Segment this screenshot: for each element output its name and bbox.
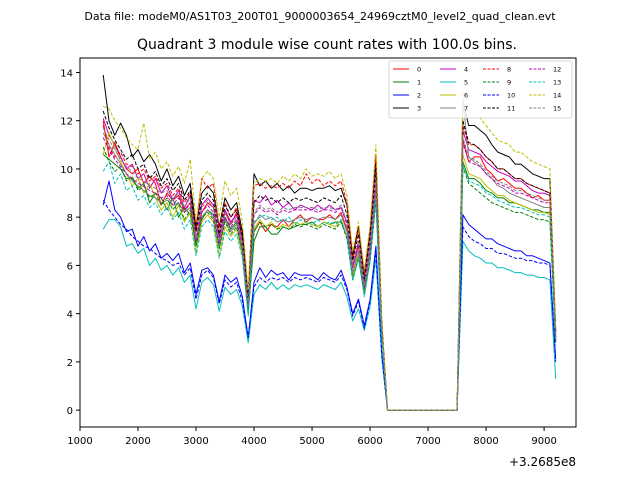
series-line-0 (102, 120, 557, 411)
legend-label-7: 7 (464, 105, 468, 113)
legend-label-6: 6 (464, 92, 468, 100)
series-line-7 (102, 98, 557, 411)
legend-label-12: 12 (553, 66, 561, 74)
y-tick-label: 6 (67, 261, 73, 272)
x-tick-label: 2000 (125, 436, 150, 447)
legend-label-9: 9 (507, 79, 511, 87)
x-tick-label: 3000 (183, 436, 208, 447)
legend-label-13: 13 (553, 79, 561, 87)
series-layer (102, 74, 557, 411)
legend-label-2: 2 (417, 92, 421, 100)
x-tick-label: 8000 (473, 436, 498, 447)
series-line-14 (103, 91, 557, 411)
series-line-10 (102, 200, 557, 411)
series-line-15 (102, 127, 557, 411)
y-tick-label: 2 (67, 358, 73, 369)
legend-label-11: 11 (507, 105, 515, 113)
legend-label-5: 5 (464, 79, 468, 87)
y-tick-label: 12 (60, 117, 73, 128)
legend-label-1: 1 (417, 79, 421, 87)
legend-label-8: 8 (507, 66, 511, 74)
x-tick-label: 4000 (241, 436, 266, 447)
x-tick-label: 7000 (415, 436, 440, 447)
y-tick-label: 10 (60, 165, 73, 176)
axis-ticks: 1000 2000 3000 4000 5000 6000 7000 8000 9000 0 2 4 6… (60, 68, 557, 447)
legend-label-10: 10 (507, 92, 515, 100)
x-tick-label: 9000 (531, 436, 556, 447)
x-offset-label: +3.2685e8 (509, 455, 576, 469)
y-tick-label: 14 (60, 68, 73, 79)
x-tick-label: 6000 (357, 436, 382, 447)
y-tick-label: 4 (67, 310, 73, 321)
series-line-11 (102, 110, 557, 411)
series-line-13 (102, 161, 557, 411)
series-line-6 (102, 132, 557, 411)
series-line-9 (102, 147, 557, 411)
legend-label-15: 15 (553, 105, 561, 113)
x-tick-label: 1000 (67, 436, 92, 447)
series-line-2 (102, 180, 557, 411)
legend-label-0: 0 (417, 66, 421, 74)
legend-box (388, 60, 573, 119)
chart-subtitle: Data file: modeM0/AS1T03_200T01_90000036… (84, 10, 556, 23)
y-tick-label: 8 (67, 213, 73, 224)
series-line-3 (102, 74, 557, 411)
plot-frame (79, 57, 577, 428)
x-tick-label: 5000 (299, 436, 324, 447)
series-line-5 (102, 219, 557, 411)
legend-label-3: 3 (417, 105, 421, 113)
series-line-8 (102, 125, 557, 411)
chart-title: Quadrant 3 module wise count rates with … (137, 37, 517, 53)
y-tick-label: 0 (67, 406, 73, 417)
series-line-12 (102, 137, 557, 411)
series-line-4 (102, 118, 557, 411)
legend-label-14: 14 (553, 92, 561, 100)
legend-label-4: 4 (464, 66, 468, 74)
